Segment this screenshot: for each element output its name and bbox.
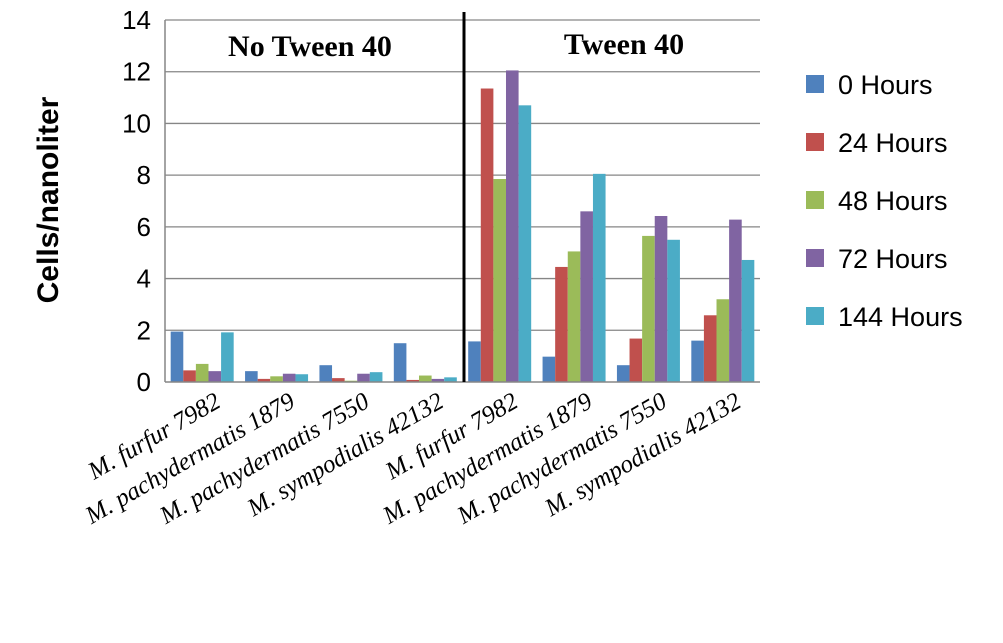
y-tick-label: 10 xyxy=(122,108,151,138)
bar-72-hours xyxy=(580,211,593,382)
y-tick-label: 4 xyxy=(137,264,151,294)
bar-144-hours xyxy=(667,239,680,382)
y-tick-labels: 0 2 4 6 8 10 12 14 xyxy=(122,5,151,397)
legend-label: 0 Hours xyxy=(838,70,933,100)
legend-label: 72 Hours xyxy=(838,244,948,274)
y-axis-label: Cells/nanoliter xyxy=(32,96,65,303)
bars xyxy=(170,70,755,383)
legend-label: 48 Hours xyxy=(838,186,948,216)
y-tick-label: 8 xyxy=(137,160,151,190)
bar-0-hours xyxy=(468,341,481,382)
bar-72-hours xyxy=(282,373,296,382)
bar-24-hours xyxy=(183,370,196,382)
bar-72-hours xyxy=(208,371,222,382)
legend-swatch xyxy=(806,191,824,209)
y-tick-label: 12 xyxy=(122,57,151,87)
y-tick-label: 0 xyxy=(137,367,151,397)
bar-144-hours xyxy=(592,173,606,382)
bar-0-hours xyxy=(542,356,556,382)
legend-swatch xyxy=(806,249,824,267)
y-tick-label: 6 xyxy=(137,212,151,242)
bar-48-hours xyxy=(642,235,655,382)
bar-48-hours xyxy=(419,375,432,382)
legend-swatch xyxy=(806,75,824,93)
bar-0-hours xyxy=(170,331,184,382)
legend-swatch xyxy=(806,133,824,151)
bar-144-hours xyxy=(295,374,309,382)
annotation-tween: Tween 40 xyxy=(564,28,684,61)
bar-72-hours xyxy=(729,219,742,382)
legend-label: 24 Hours xyxy=(838,128,948,158)
bar-24-hours xyxy=(555,266,568,382)
legend-swatch xyxy=(806,307,824,325)
bar-144-hours xyxy=(221,332,234,382)
bar-24-hours xyxy=(406,379,420,382)
bar-48-hours xyxy=(716,299,730,382)
bar-72-hours xyxy=(431,378,445,382)
bar-0-hours xyxy=(691,340,704,382)
bar-24-hours xyxy=(332,378,345,382)
bar-144-hours xyxy=(741,259,755,382)
bar-48-hours xyxy=(493,179,506,382)
bar-144-hours xyxy=(369,372,383,382)
bar-144-hours xyxy=(518,105,532,382)
bar-72-hours xyxy=(654,215,668,382)
legend-label: 144 Hours xyxy=(838,302,963,332)
bar-0-hours xyxy=(616,365,630,382)
bar-48-hours xyxy=(195,363,209,382)
bar-24-hours xyxy=(629,338,643,382)
bar-24-hours xyxy=(480,88,494,383)
bar-0-hours xyxy=(319,365,333,382)
bar-24-hours xyxy=(257,378,271,382)
bar-72-hours xyxy=(505,70,519,383)
bar-24-hours xyxy=(703,315,717,382)
bar-0-hours xyxy=(245,371,258,382)
y-tick-label: 14 xyxy=(122,5,151,35)
bar-0-hours xyxy=(393,343,407,382)
bar-48-hours xyxy=(567,251,581,382)
y-tick-label: 2 xyxy=(137,315,151,345)
x-category-label-part: 42132 xyxy=(673,388,746,446)
bar-72-hours xyxy=(357,373,370,382)
legend: 0 Hours 24 Hours 48 Hours 72 Hours 144 Hours xyxy=(806,70,963,332)
annotation-no-tween: No Tween 40 xyxy=(228,30,392,63)
bar-144-hours xyxy=(444,377,457,382)
bar-48-hours xyxy=(270,376,283,382)
